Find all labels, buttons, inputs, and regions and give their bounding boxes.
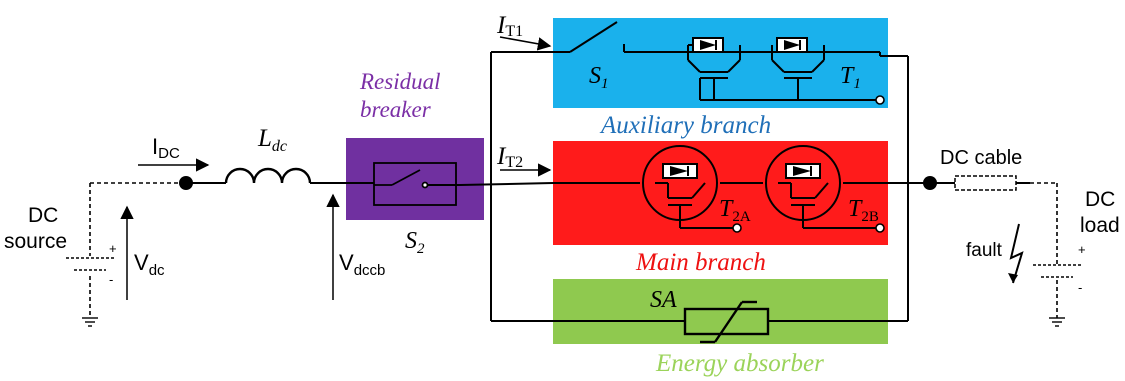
ground-icon <box>1049 317 1065 327</box>
t2a-gate-terminal <box>732 223 742 233</box>
main-igbt-t2a-icon <box>642 145 733 229</box>
residual-switch-icon <box>373 162 457 206</box>
dc-load-battery <box>1033 264 1081 278</box>
i-dc-label: IDC <box>152 134 180 162</box>
t2b-gate-terminal <box>875 223 885 233</box>
i-t2-label: IT2 <box>496 143 523 171</box>
l-dc-label: Ldc <box>257 125 287 155</box>
dc-source-label-line1: DC <box>28 204 58 227</box>
dc-load-label-line1: DC <box>1085 188 1115 211</box>
auxiliary-branch-label: Auxiliary branch <box>599 112 771 139</box>
auxiliary-switch-s1-icon <box>560 21 908 57</box>
source-node <box>179 176 193 190</box>
ground-icon <box>82 317 98 327</box>
t2a-label: T2A <box>719 196 751 225</box>
t2b-label: T2B <box>848 196 879 225</box>
dc-cable-icon <box>954 175 1017 191</box>
energy-absorber-label: Energy absorber <box>655 350 824 377</box>
dc-source-battery <box>66 257 114 271</box>
residual-breaker-box <box>346 138 484 220</box>
fault-lightning-icon <box>1009 223 1024 284</box>
t1-label: T1 <box>840 63 861 92</box>
surge-arrester-icon <box>683 300 770 344</box>
dc-load-minus: - <box>1078 280 1082 295</box>
sa-label: SA <box>650 287 677 313</box>
residual-breaker-label-line1: Residual <box>359 69 441 94</box>
s2-label: S2 <box>405 228 425 257</box>
dc-source-label-line2: source <box>4 230 67 253</box>
i-t1-label: IT1 <box>496 12 523 40</box>
residual-breaker-label-line2: breaker <box>360 97 432 122</box>
s1-label: S1 <box>589 63 609 92</box>
dc-source-plus: + <box>109 241 117 256</box>
voltage-arrows <box>120 193 340 300</box>
dc-load-label-line2: load <box>1080 214 1120 237</box>
v-dc-label: Vdc <box>134 250 165 279</box>
main-igbt-t2b-icon <box>765 145 876 229</box>
dc-load-plus: + <box>1078 242 1086 257</box>
auxiliary-igbt-icon <box>687 37 876 101</box>
fault-label: fault <box>966 240 1003 261</box>
dc-cable-label: DC cable <box>940 147 1022 169</box>
branch-bus <box>490 51 909 322</box>
auxiliary-gate-terminal <box>875 95 885 105</box>
main-branch-label: Main branch <box>635 249 766 276</box>
load-node <box>923 176 937 190</box>
current-arrows <box>138 36 552 177</box>
auxiliary-branch-box <box>553 18 888 108</box>
dc-source-minus: - <box>109 272 113 287</box>
dc-source-wiring <box>89 182 1058 318</box>
inductor-icon <box>224 167 312 184</box>
v-dccb-label: Vdccb <box>339 250 385 279</box>
